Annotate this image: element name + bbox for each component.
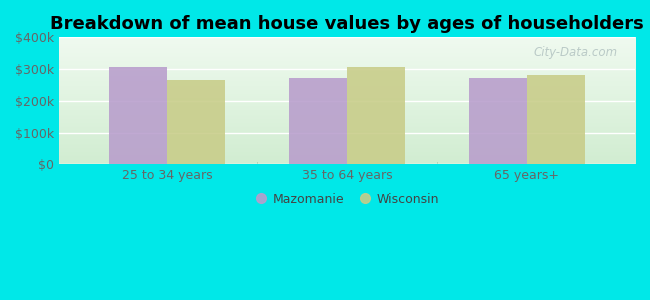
Bar	[109, 68, 167, 164]
Bar	[167, 80, 225, 164]
Legend: Mazomanie, Wisconsin: Mazomanie, Wisconsin	[250, 188, 444, 211]
Bar	[469, 78, 527, 164]
Bar	[347, 68, 404, 164]
Bar	[289, 78, 347, 164]
Text: City-Data.com: City-Data.com	[534, 46, 618, 59]
Title: Breakdown of mean house values by ages of householders: Breakdown of mean house values by ages o…	[50, 15, 644, 33]
Bar	[527, 75, 584, 164]
